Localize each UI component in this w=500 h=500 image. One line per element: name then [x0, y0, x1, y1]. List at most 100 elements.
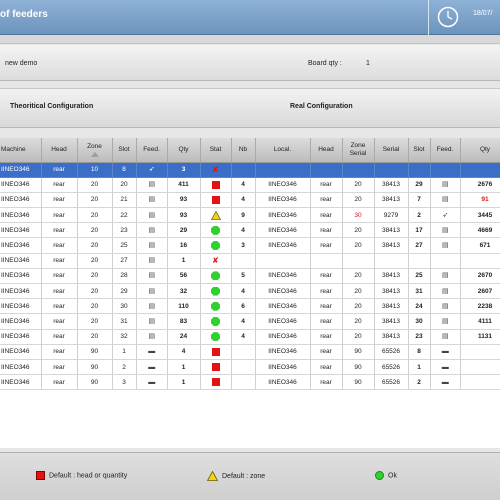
cell-slot2: 27: [408, 238, 430, 253]
cell-machine: IINEO346: [0, 238, 41, 253]
stick-feeder-icon: ▬: [442, 379, 449, 386]
cell-zone: 20: [77, 253, 112, 268]
table-row[interactable]: IINEO346 rear 20 31 ▤ 83 4 IINEO346 rear 20 38413 3…: [0, 314, 500, 329]
cell-slot: 27: [112, 253, 136, 268]
col-head[interactable]: Head: [41, 138, 77, 162]
tray-feeder-icon: ▤: [442, 196, 448, 203]
cell-qty2: [460, 344, 500, 359]
cell-qty: 93: [167, 208, 200, 223]
status-green-octagon-icon: [211, 317, 220, 326]
cell-local: IINEO346: [255, 192, 310, 207]
cell-head: rear: [41, 208, 77, 223]
cell-local: IINEO346: [255, 223, 310, 238]
cell-feed2: ▤: [430, 299, 460, 314]
cell-stat: [200, 314, 231, 329]
stick-feeder-icon: ▬: [148, 348, 155, 355]
cell-machine: IINEO346: [0, 177, 41, 192]
cell-feed2: ▤: [430, 329, 460, 344]
tray-feeder-icon: ▤: [148, 227, 154, 234]
cell-slot2: 29: [408, 177, 430, 192]
table-row[interactable]: IINEO346 rear 20 23 ▤ 29 4 IINEO346 rear 20 38413 1…: [0, 223, 500, 238]
cell-nb: 3: [231, 238, 255, 253]
cell-zone: 90: [77, 359, 112, 374]
cell-zone2: 30: [342, 208, 374, 223]
cell-stat: [200, 177, 231, 192]
status-green-octagon-icon: [211, 302, 220, 311]
tray-feeder-icon: ▤: [442, 181, 448, 188]
cell-serial: 38413: [374, 223, 408, 238]
col-local[interactable]: Local.: [255, 138, 310, 162]
table-row[interactable]: IINEO346 rear 90 3 ▬ 1 IINEO346 rear 90 65526 2 ▬: [0, 375, 500, 390]
cell-zone2: 90: [342, 344, 374, 359]
stick-feeder-icon: ▬: [442, 364, 449, 371]
cell-serial: 38413: [374, 299, 408, 314]
table-row[interactable]: IINEO346 rear 20 25 ▤ 16 3 IINEO346 rear 20 38413 2…: [0, 238, 500, 253]
cell-slot: 29: [112, 284, 136, 299]
tray-feeder-icon: ▤: [148, 272, 154, 279]
col-zone-serial[interactable]: Zone Serial: [342, 138, 374, 162]
table-row[interactable]: IINEO346 rear 20 20 ▤ 411 4 IINEO346 rear 20 38413…: [0, 177, 500, 192]
cell-stat: [200, 375, 231, 390]
col-serial[interactable]: Serial: [374, 138, 408, 162]
cell-local: [255, 162, 310, 177]
cell-local: [255, 253, 310, 268]
cell-qty2: 2676: [460, 177, 500, 192]
cell-qty: 3: [167, 162, 200, 177]
col-machine[interactable]: Machine: [0, 138, 41, 162]
table-row[interactable]: IINEO346 rear 20 28 ▤ 56 5 IINEO346 rear 20 38413 2…: [0, 268, 500, 283]
configuration-bar: Theoritical Configuration Real Configura…: [0, 88, 500, 128]
cell-feed: ▤: [136, 253, 167, 268]
cell-feed: ▤: [136, 268, 167, 283]
cell-serial: 38413: [374, 284, 408, 299]
tray-feeder-icon: ▤: [148, 257, 154, 264]
cell-head: rear: [41, 299, 77, 314]
table-row[interactable]: IINEO346 rear 20 32 ▤ 24 4 IINEO346 rear 20 38413 2…: [0, 329, 500, 344]
cell-slot2: 2: [408, 208, 430, 223]
cell-feed2: [430, 253, 460, 268]
cell-feed: ➶: [136, 162, 167, 177]
feeders-grid[interactable]: Machine Head Zone Slot Feed. Qty Stat Nb…: [0, 138, 500, 448]
col-stat[interactable]: Stat: [200, 138, 231, 162]
col-slot[interactable]: Slot: [112, 138, 136, 162]
cell-serial: 65526: [374, 359, 408, 374]
cell-zone: 20: [77, 192, 112, 207]
col-feed-real[interactable]: Feed.: [430, 138, 460, 162]
col-head-real[interactable]: Head: [310, 138, 342, 162]
col-feed[interactable]: Feed.: [136, 138, 167, 162]
table-row[interactable]: IINEO346 rear 90 1 ▬ 4 IINEO346 rear 90 65526 8 ▬: [0, 344, 500, 359]
cell-nb: 4: [231, 284, 255, 299]
col-zone[interactable]: Zone: [77, 138, 112, 162]
cell-zone2: 20: [342, 268, 374, 283]
clock-area: 18/07/: [428, 0, 500, 35]
table-row[interactable]: IINEO346 rear 20 21 ▤ 93 4 IINEO346 rear 20 38413 7…: [0, 192, 500, 207]
table-row[interactable]: IINEO346 rear 20 27 ▤ 1 ✘: [0, 253, 500, 268]
cell-qty2: 2607: [460, 284, 500, 299]
cell-feed: ▤: [136, 299, 167, 314]
clock-date: 18/07/: [473, 10, 492, 17]
cell-zone2: 20: [342, 329, 374, 344]
cell-head: rear: [41, 284, 77, 299]
tray-feeder-icon: ▤: [148, 318, 154, 325]
table-row[interactable]: IINEO346 rear 90 2 ▬ 1 IINEO346 rear 90 65526 1 ▬: [0, 359, 500, 374]
table-header-row: Machine Head Zone Slot Feed. Qty Stat Nb…: [0, 138, 500, 162]
cell-qty2: 2238: [460, 299, 500, 314]
cell-zone2: 20: [342, 238, 374, 253]
cell-feed2: ▤: [430, 284, 460, 299]
cell-head2: rear: [310, 238, 342, 253]
cell-nb: 4: [231, 314, 255, 329]
cell-feed2: ➶: [430, 208, 460, 223]
cell-qty: 16: [167, 238, 200, 253]
cell-nb: 4: [231, 329, 255, 344]
cell-slot2: 8: [408, 344, 430, 359]
col-slot-real[interactable]: Slot: [408, 138, 430, 162]
table-row[interactable]: IINEO346 rear 20 30 ▤ 110 6 IINEO346 rear 20 38413…: [0, 299, 500, 314]
legend-bar: Default : head or quantity Default : zon…: [0, 452, 500, 500]
table-row[interactable]: IINEO346 rear 20 29 ▤ 32 4 IINEO346 rear 20 38413 3…: [0, 284, 500, 299]
col-qty[interactable]: Qty: [167, 138, 200, 162]
col-nb[interactable]: Nb: [231, 138, 255, 162]
status-red-square-icon: [212, 348, 220, 356]
table-row[interactable]: IINEO346 rear 20 22 ▤ 93 9 IINEO346 rear 30 9279 2 ➶…: [0, 208, 500, 223]
cell-machine: IINEO346: [0, 162, 41, 177]
table-row[interactable]: IINEO346 rear 10 8 ➶ 3 ✘: [0, 162, 500, 177]
col-qty-real[interactable]: Qty: [460, 138, 500, 162]
